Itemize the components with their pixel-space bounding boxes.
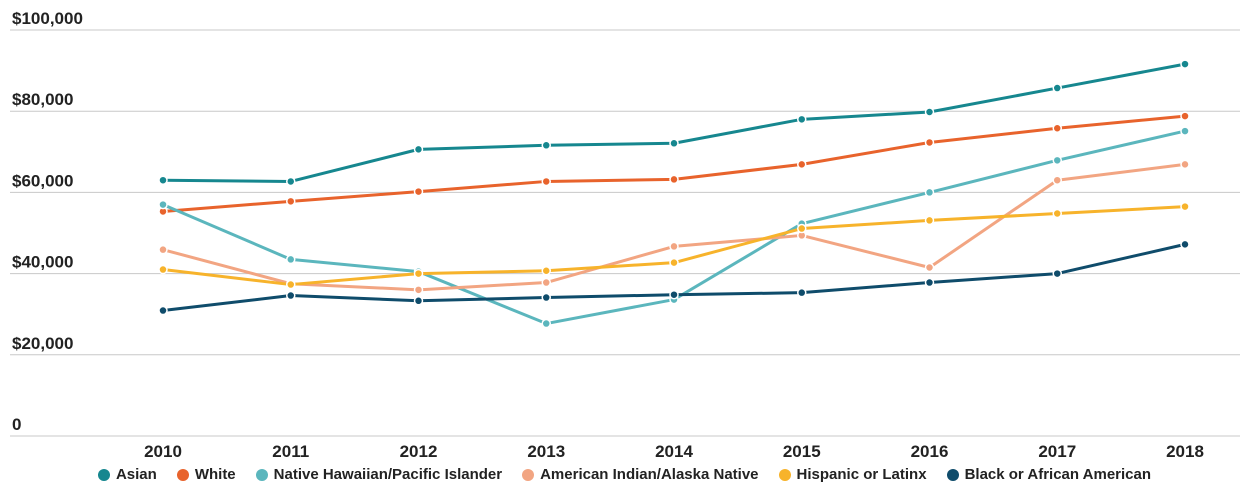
legend-swatch	[255, 468, 268, 481]
data-point	[413, 186, 424, 197]
data-point	[1052, 123, 1062, 134]
legend-label: White	[194, 466, 236, 483]
data-point	[924, 187, 935, 198]
x-tick-label: 2011	[272, 442, 309, 461]
data-point	[1052, 83, 1062, 93]
x-tick-label: 2016	[911, 442, 949, 461]
series-line	[162, 62, 1186, 183]
data-point	[797, 114, 807, 125]
data-point	[924, 137, 935, 148]
legend-item: Hispanic or Latinx	[778, 466, 927, 483]
data-point	[541, 266, 551, 276]
legend-item: Native Hawaiian/Pacific Islander	[255, 466, 503, 483]
x-tick-label: 2010	[144, 442, 182, 461]
data-point	[541, 292, 551, 303]
data-point	[797, 223, 807, 234]
x-tick-label: 2013	[527, 442, 565, 461]
data-point	[669, 289, 679, 300]
data-point	[924, 215, 935, 226]
legend-item: Black or African American	[946, 466, 1152, 483]
data-point	[286, 254, 296, 265]
y-tick-label: $20,000	[12, 334, 73, 353]
data-point	[541, 176, 551, 187]
data-point	[541, 277, 551, 288]
data-point	[1180, 239, 1190, 250]
data-point	[924, 107, 935, 117]
data-point	[1052, 208, 1062, 219]
legend-label: Black or African American	[964, 466, 1152, 483]
legend-swatch	[97, 468, 110, 481]
legend-swatch	[176, 468, 189, 481]
y-tick-label: 0	[12, 415, 21, 434]
legend-item: Asian	[97, 466, 157, 483]
data-point	[669, 241, 679, 252]
data-point	[1052, 155, 1062, 166]
legend-label: Native Hawaiian/Pacific Islander	[273, 466, 503, 483]
data-point	[158, 199, 168, 210]
data-point	[669, 174, 679, 185]
data-point	[413, 268, 424, 279]
data-point	[1180, 59, 1190, 69]
legend-swatch	[778, 468, 791, 481]
data-point	[924, 277, 935, 288]
legend-label: Asian	[115, 466, 157, 483]
data-point	[924, 262, 935, 273]
x-tick-label: 2018	[1166, 442, 1204, 461]
legend-swatch	[522, 468, 535, 481]
x-tick-label: 2017	[1038, 442, 1076, 461]
data-point	[1180, 201, 1190, 212]
data-point	[286, 196, 296, 207]
data-point	[1180, 159, 1190, 170]
x-tick-label: 2012	[400, 442, 438, 461]
data-point	[158, 264, 168, 275]
legend-item: White	[176, 466, 236, 483]
data-point	[669, 257, 679, 268]
data-point	[1180, 126, 1190, 136]
data-point	[286, 290, 296, 301]
legend-label: American Indian/Alaska Native	[540, 466, 759, 483]
data-point	[158, 305, 168, 316]
legend-item: American Indian/Alaska Native	[522, 466, 759, 483]
y-tick-label: $80,000	[12, 90, 73, 109]
legend-swatch	[946, 468, 959, 481]
data-point	[1052, 175, 1062, 185]
y-tick-label: $40,000	[12, 253, 73, 272]
data-point	[797, 159, 807, 170]
x-tick-label: 2015	[783, 442, 821, 461]
data-point	[1180, 111, 1190, 121]
data-point	[797, 287, 807, 298]
x-tick-label: 2014	[655, 442, 693, 461]
legend-label: Hispanic or Latinx	[796, 466, 927, 483]
data-point	[669, 138, 679, 149]
data-point	[541, 140, 551, 151]
data-point	[413, 296, 424, 306]
data-point	[158, 244, 168, 255]
data-point	[286, 176, 296, 187]
data-point	[413, 144, 424, 155]
data-point	[413, 285, 424, 295]
data-point	[541, 318, 551, 329]
y-tick-label: $100,000	[12, 9, 83, 28]
chart: 0 $20,000 $40,000 $60,000 $80,000 $100,000 201…	[10, 9, 1240, 461]
legend: Asian White Native Hawaiian/Pacific Island…	[0, 466, 1249, 483]
data-point	[1052, 268, 1062, 279]
y-tick-label: $60,000	[12, 171, 73, 190]
data-point	[158, 175, 168, 185]
data-point	[286, 279, 296, 290]
